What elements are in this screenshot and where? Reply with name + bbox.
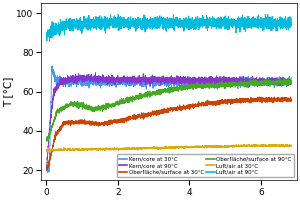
Legend: Kern/core at 30°C, Kern/core at 90°C, Oberfläche/surface at 30°C, Oberfläche/sur: Kern/core at 30°C, Kern/core at 90°C, Ob… bbox=[117, 154, 294, 177]
Y-axis label: T [°C]: T [°C] bbox=[4, 76, 14, 107]
